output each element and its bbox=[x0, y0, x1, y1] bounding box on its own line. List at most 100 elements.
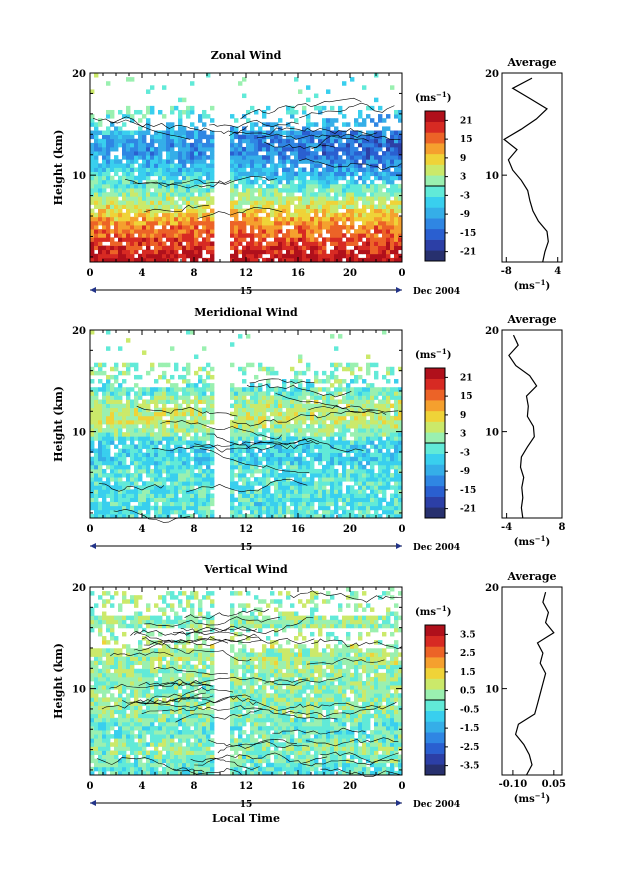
heatmap-cell bbox=[358, 411, 363, 417]
heatmap-cell bbox=[362, 179, 367, 185]
heatmap-cell bbox=[338, 233, 343, 238]
heatmap-cell bbox=[374, 249, 379, 255]
heatmap-cell bbox=[178, 196, 183, 201]
heatmap-cell bbox=[234, 391, 239, 396]
heatmap-cell bbox=[286, 179, 291, 185]
heatmap-cell bbox=[390, 200, 395, 205]
heatmap-cell bbox=[146, 497, 151, 503]
heatmap-cell bbox=[318, 225, 323, 230]
heatmap-cell bbox=[378, 497, 383, 503]
heatmap-cell bbox=[394, 485, 399, 490]
heatmap-cell bbox=[134, 200, 139, 205]
heatmap-cell bbox=[102, 188, 107, 193]
heatmap-cell bbox=[242, 399, 247, 404]
heatmap-cell bbox=[290, 114, 295, 119]
heatmap-cell bbox=[118, 229, 123, 234]
heatmap-cell bbox=[386, 245, 391, 251]
heatmap-cell bbox=[234, 460, 239, 466]
heatmap-cell bbox=[150, 460, 155, 466]
heatmap-cell bbox=[122, 452, 127, 458]
heatmap-cell bbox=[94, 668, 99, 674]
heatmap-cell bbox=[286, 122, 291, 127]
heatmap-cell bbox=[166, 175, 171, 181]
heatmap-cell bbox=[126, 403, 131, 409]
heatmap-cell bbox=[326, 391, 331, 396]
heatmap-cell bbox=[290, 456, 295, 462]
heatmap-cell bbox=[118, 403, 123, 409]
heatmap-cell bbox=[330, 220, 335, 226]
heatmap-cell bbox=[210, 493, 215, 498]
heatmap-cell bbox=[358, 395, 363, 400]
heatmap-cell bbox=[162, 167, 167, 173]
heatmap-cell bbox=[350, 200, 355, 205]
heatmap-cell bbox=[158, 460, 163, 466]
heatmap-cell bbox=[154, 171, 159, 177]
heatmap-cell bbox=[90, 652, 95, 657]
heatmap-cell bbox=[246, 212, 251, 218]
heatmap-cell bbox=[90, 730, 95, 735]
heatmap-cell bbox=[146, 229, 151, 234]
heatmap-cell bbox=[230, 159, 235, 164]
heatmap-cell bbox=[254, 387, 259, 392]
heatmap-cell bbox=[342, 477, 347, 482]
heatmap-cell bbox=[186, 146, 191, 152]
heatmap-cell bbox=[318, 134, 323, 140]
heatmap-cell bbox=[154, 257, 159, 263]
heatmap-cell bbox=[382, 138, 387, 144]
heatmap-cell bbox=[102, 183, 107, 189]
heatmap-cell bbox=[394, 440, 399, 445]
heatmap-cell bbox=[274, 509, 279, 515]
heatmap-cell bbox=[206, 134, 211, 140]
heatmap-cell bbox=[126, 151, 131, 156]
heatmap-cell bbox=[210, 200, 215, 205]
heatmap-cell bbox=[138, 452, 143, 458]
heatmap-cell bbox=[170, 440, 175, 445]
heatmap-cell bbox=[362, 122, 367, 127]
heatmap-cell bbox=[314, 391, 319, 396]
heatmap-cell bbox=[162, 481, 167, 486]
heatmap-cell bbox=[162, 370, 167, 376]
heatmap-cell bbox=[210, 509, 215, 515]
heatmap-cell bbox=[286, 200, 291, 205]
heatmap-cell bbox=[94, 460, 99, 466]
heatmap-cell bbox=[98, 208, 103, 214]
heatmap-cell bbox=[238, 163, 243, 168]
heatmap-cell bbox=[186, 501, 191, 507]
heatmap-cell bbox=[90, 746, 95, 751]
heatmap-cell bbox=[258, 196, 263, 201]
heatmap-cell bbox=[294, 460, 299, 466]
heatmap-cell bbox=[150, 257, 155, 263]
heatmap-cell bbox=[266, 122, 271, 127]
heatmap-cell bbox=[186, 481, 191, 486]
heatmap-cell bbox=[98, 370, 103, 376]
heatmap-cell bbox=[278, 444, 283, 449]
heatmap-cell bbox=[330, 208, 335, 214]
heatmap-cell bbox=[138, 212, 143, 218]
heatmap-cell bbox=[286, 188, 291, 193]
heatmap-cell bbox=[362, 477, 367, 482]
heatmap-cell bbox=[182, 175, 187, 181]
heatmap-cell bbox=[202, 220, 207, 226]
heatmap-cell bbox=[366, 432, 371, 437]
heatmap-cell bbox=[286, 473, 291, 478]
colorbar-swatch bbox=[425, 496, 445, 508]
heatmap-cell bbox=[290, 142, 295, 148]
heatmap-cell bbox=[306, 146, 311, 152]
heatmap-cell bbox=[350, 387, 355, 392]
heatmap-cell bbox=[94, 766, 99, 772]
heatmap-cell bbox=[266, 464, 271, 470]
heatmap-cell bbox=[242, 501, 247, 507]
heatmap-cell bbox=[386, 419, 391, 425]
heatmap-cell bbox=[382, 374, 387, 380]
heatmap-cell bbox=[238, 407, 243, 413]
heatmap-cell bbox=[374, 122, 379, 127]
heatmap-cell bbox=[146, 513, 151, 519]
x-tick-label: 12 bbox=[239, 524, 253, 535]
heatmap-cell bbox=[230, 497, 235, 503]
heatmap-cell bbox=[138, 493, 143, 498]
heatmap-cell bbox=[318, 407, 323, 413]
heatmap-cell bbox=[126, 452, 131, 458]
heatmap-cell bbox=[190, 225, 195, 230]
heatmap-cell bbox=[290, 159, 295, 164]
heatmap-cell bbox=[334, 509, 339, 515]
